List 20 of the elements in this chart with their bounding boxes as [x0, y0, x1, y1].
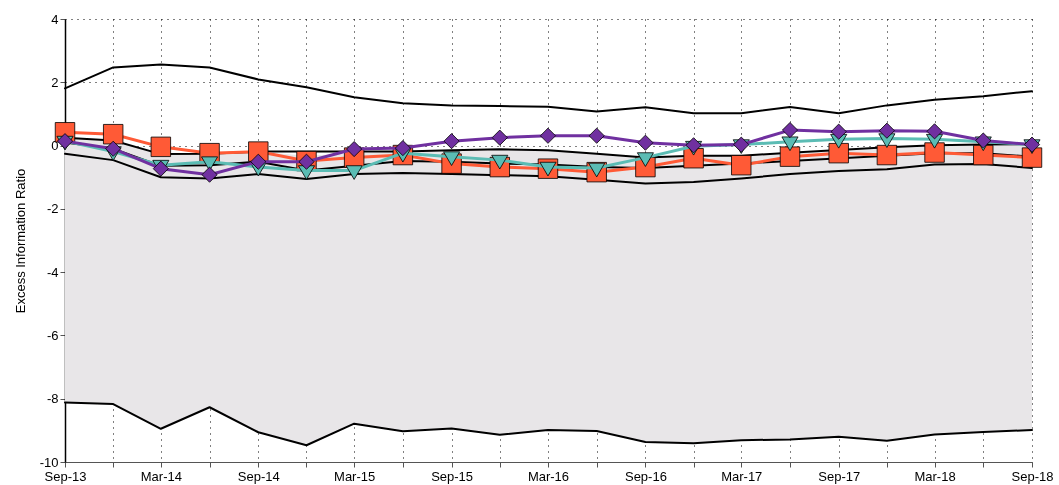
y-tick-label: -10	[39, 454, 59, 470]
y-tick-label: -4	[46, 264, 59, 280]
x-tick-label: Sep-14	[237, 468, 280, 484]
x-tick-label: Mar-16	[527, 468, 570, 484]
x-tick-label: Sep-17	[818, 468, 861, 484]
y-axis-title: Excess Information Ratio	[12, 168, 28, 314]
x-tick-label: Mar-17	[721, 468, 763, 484]
x-tick-label: Mar-15	[334, 468, 376, 484]
y-tick-label: -8	[46, 391, 59, 407]
y-tick-label: 2	[51, 74, 59, 90]
y-tick-label: -2	[46, 201, 59, 217]
x-tick-label: Sep-15	[431, 468, 474, 484]
x-tick-label: Sep-16	[624, 468, 667, 484]
x-tick-label: Sep-18	[1011, 468, 1054, 484]
y-tick-label: 4	[51, 11, 59, 27]
x-tick-label: Sep-13	[44, 468, 87, 484]
y-tick-label: 0	[51, 138, 59, 154]
y-tick-label: -6	[46, 327, 59, 343]
x-tick-label: Mar-14	[140, 468, 182, 484]
x-tick-label: Mar-18	[914, 468, 956, 484]
